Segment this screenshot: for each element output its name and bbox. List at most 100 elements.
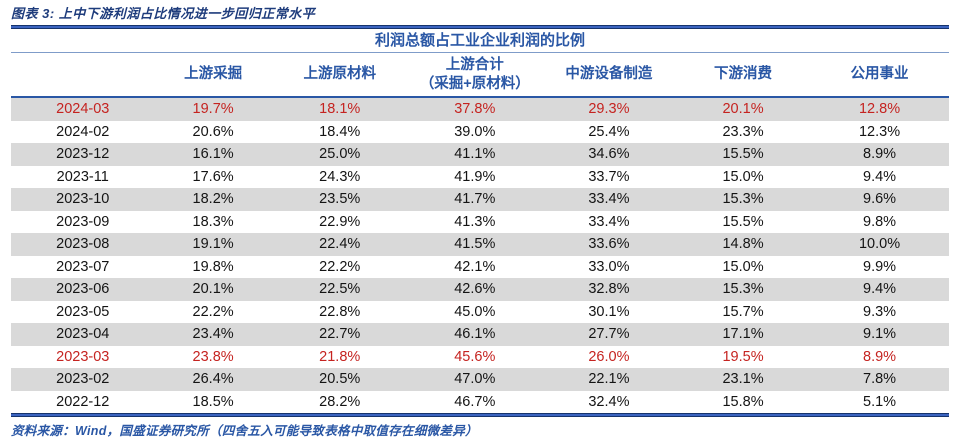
value-cell: 41.3%	[454, 213, 496, 230]
value-cell: 33.7%	[588, 168, 630, 185]
value-cell: 33.6%	[588, 236, 630, 252]
table-row: 2024-02 20.6% 18.4% 39.0% 25.4% 23.3% 12.3%	[11, 121, 949, 144]
value-cell: 21.8%	[319, 348, 361, 365]
value-cell: 42.1%	[454, 258, 496, 275]
column-header: 下游消费	[675, 53, 811, 98]
value-cell: 22.2%	[319, 258, 361, 275]
value-cell: 33.4%	[588, 213, 630, 230]
table-body: 2024-03 19.7% 18.1% 37.8% 29.3% 20.1% 12.8% 202…	[11, 97, 949, 413]
value-cell: 33.0%	[588, 258, 630, 275]
table-row: 2023-06 20.1% 22.5% 42.6% 32.8% 15.3% 9.4%	[11, 278, 949, 301]
value-cell: 22.1%	[588, 371, 630, 387]
figure-caption: 图表 3: 上中下游利润占比情况进一步回归正常水平	[11, 6, 316, 21]
value-cell: 32.4%	[588, 393, 630, 410]
value-cell: 12.3%	[858, 123, 901, 140]
table-row: 2023-04 23.4% 22.7% 46.1% 27.7% 17.1% 9.1%	[11, 323, 949, 346]
table-row: 2023-08 19.1% 22.4% 41.5% 33.6% 14.8% 10.0%	[11, 233, 949, 256]
value-cell: 46.7%	[454, 393, 496, 410]
value-cell: 15.0%	[722, 168, 764, 185]
value-cell: 47.0%	[454, 371, 496, 387]
value-cell: 9.8%	[863, 213, 897, 230]
value-cell: 45.6%	[454, 348, 496, 365]
table-row: 2023-07 19.8% 22.2% 42.1% 33.0% 15.0% 9.9%	[11, 256, 949, 279]
column-header: 公用事业	[810, 53, 949, 98]
value-cell: 27.7%	[588, 326, 630, 342]
value-cell: 8.9%	[863, 146, 897, 162]
value-cell: 7.8%	[863, 371, 897, 387]
value-cell: 19.5%	[722, 348, 764, 365]
column-header: 上游原材料	[271, 53, 408, 98]
value-cell: 41.7%	[454, 191, 496, 207]
table-title: 利润总额占工业企业利润的比例	[11, 29, 949, 53]
value-cell: 33.4%	[588, 191, 630, 207]
value-cell: 17.6%	[192, 168, 234, 185]
period-cell: 2023-12	[56, 146, 110, 162]
table-row: 2022-12 18.5% 28.2% 46.7% 32.4% 15.8% 5.1%	[11, 391, 949, 414]
value-cell: 23.4%	[192, 326, 234, 342]
value-cell: 23.1%	[722, 371, 764, 387]
value-cell: 8.9%	[863, 348, 897, 365]
value-cell: 18.5%	[192, 393, 234, 410]
value-cell: 20.1%	[192, 281, 234, 297]
top-rule	[11, 25, 949, 29]
period-cell: 2023-04	[56, 326, 110, 342]
value-cell: 28.2%	[319, 393, 361, 410]
value-cell: 9.9%	[863, 258, 897, 275]
value-cell: 18.2%	[192, 191, 234, 207]
value-cell: 20.1%	[722, 101, 764, 117]
value-cell: 19.1%	[192, 236, 234, 252]
column-header	[11, 53, 155, 98]
value-cell: 14.8%	[722, 236, 764, 252]
value-cell: 9.4%	[863, 168, 897, 185]
value-cell: 45.0%	[454, 303, 496, 320]
value-cell: 42.6%	[454, 281, 496, 297]
period-cell: 2023-10	[56, 191, 110, 207]
value-cell: 22.4%	[319, 236, 361, 252]
period-cell: 2024-02	[56, 123, 110, 140]
period-cell: 2023-09	[56, 213, 110, 230]
value-cell: 18.3%	[192, 213, 234, 230]
value-cell: 34.6%	[588, 146, 630, 162]
value-cell: 9.1%	[863, 326, 897, 342]
value-cell: 19.7%	[192, 101, 234, 117]
value-cell: 46.1%	[454, 326, 496, 342]
value-cell: 20.6%	[192, 123, 234, 140]
value-cell: 26.0%	[588, 348, 630, 365]
table-row: 2023-05 22.2% 22.8% 45.0% 30.1% 15.7% 9.3%	[11, 301, 949, 324]
value-cell: 41.9%	[454, 168, 496, 185]
value-cell: 15.3%	[722, 281, 764, 297]
value-cell: 18.1%	[319, 101, 361, 117]
value-cell: 23.3%	[722, 123, 764, 140]
value-cell: 22.7%	[319, 326, 361, 342]
value-cell: 9.4%	[863, 281, 897, 297]
value-cell: 24.3%	[319, 168, 361, 185]
value-cell: 18.4%	[319, 123, 361, 140]
value-cell: 32.8%	[588, 281, 630, 297]
value-cell: 30.1%	[588, 303, 630, 320]
value-cell: 15.5%	[722, 213, 764, 230]
period-cell: 2023-08	[56, 236, 110, 252]
value-cell: 41.5%	[454, 236, 496, 252]
table-row: 2023-12 16.1% 25.0% 41.1% 34.6% 15.5% 8.9%	[11, 143, 949, 166]
value-cell: 10.0%	[858, 236, 901, 252]
value-cell: 22.5%	[319, 281, 361, 297]
value-cell: 22.9%	[319, 213, 361, 230]
value-cell: 23.8%	[192, 348, 234, 365]
value-cell: 22.2%	[192, 303, 234, 320]
table-row: 2023-02 26.4% 20.5% 47.0% 22.1% 23.1% 7.8%	[11, 368, 949, 391]
period-cell: 2023-02	[56, 371, 110, 387]
column-header: 中游设备制造	[541, 53, 676, 98]
value-cell: 29.3%	[588, 101, 630, 117]
value-cell: 20.5%	[319, 371, 361, 387]
value-cell: 15.5%	[722, 146, 764, 162]
value-cell: 19.8%	[192, 258, 234, 275]
value-cell: 41.1%	[454, 146, 496, 162]
value-cell: 12.8%	[858, 101, 901, 117]
value-cell: 15.7%	[722, 303, 764, 320]
value-cell: 26.4%	[192, 371, 234, 387]
bottom-rule	[11, 413, 949, 417]
table-row: 2023-11 17.6% 24.3% 41.9% 33.7% 15.0% 9.4%	[11, 166, 949, 189]
value-cell: 5.1%	[863, 393, 897, 410]
table-header-row: 上游采掘 上游原材料 上游合计 （采掘+原材料） 中游设备制造 下游消费 公用事业	[11, 53, 949, 98]
value-cell: 37.8%	[454, 101, 496, 117]
